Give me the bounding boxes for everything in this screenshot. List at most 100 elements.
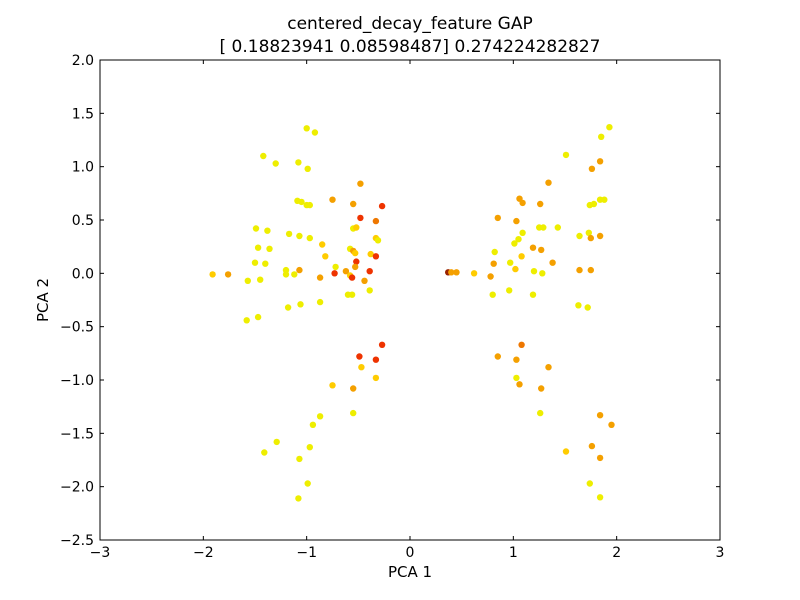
data-point [511, 240, 518, 247]
data-point [512, 265, 519, 273]
x-tick-label: 2 [612, 545, 621, 561]
y-tick-label: −1.5 [60, 426, 94, 442]
data-point [575, 302, 582, 309]
data-point [513, 374, 520, 382]
data-point [309, 421, 317, 428]
y-tick-label: −1.0 [60, 373, 94, 389]
data-point [487, 273, 494, 280]
x-axis-label: PCA 1 [388, 563, 432, 581]
data-point [588, 442, 596, 450]
x-tick-label: 3 [716, 545, 725, 561]
data-point [311, 129, 319, 136]
data-point [243, 317, 250, 324]
data-point [516, 381, 523, 388]
data-point [540, 224, 547, 231]
x-tick-label: −3 [90, 545, 111, 561]
data-point [254, 313, 262, 321]
data-point [366, 287, 373, 294]
data-point [209, 271, 216, 278]
data-point [453, 269, 460, 276]
data-point [586, 480, 593, 487]
data-point [537, 409, 544, 417]
data-point [576, 266, 583, 274]
data-point [352, 263, 359, 271]
data-point [316, 413, 324, 420]
data-point [585, 229, 592, 236]
data-point [367, 250, 374, 258]
data-point [538, 246, 545, 254]
data-point [224, 271, 232, 278]
data-point [606, 124, 613, 131]
data-point [260, 152, 267, 160]
data-point [601, 196, 608, 203]
data-point [576, 232, 583, 240]
data-point [596, 412, 604, 419]
data-point [588, 165, 596, 172]
x-tick-label: −1 [296, 545, 317, 561]
data-point [262, 260, 269, 267]
data-point [296, 266, 303, 274]
data-point [378, 202, 386, 210]
data-point [350, 200, 357, 208]
data-point [519, 199, 526, 207]
data-point [291, 271, 298, 278]
data-point [513, 356, 520, 363]
data-points [209, 124, 615, 502]
data-point [539, 270, 546, 277]
data-point [257, 276, 264, 283]
data-point [529, 291, 537, 298]
data-point [350, 409, 357, 417]
data-point [562, 151, 570, 159]
y-tick-label: −0.5 [60, 320, 94, 336]
data-point [272, 160, 279, 167]
data-point [529, 244, 537, 251]
data-point [491, 248, 498, 256]
data-point [304, 165, 311, 172]
y-tick-label: 1.5 [72, 106, 94, 122]
data-point [319, 241, 326, 248]
data-point [285, 230, 293, 238]
data-point [596, 494, 604, 501]
data-point [513, 217, 520, 225]
data-point [554, 224, 561, 231]
data-point [316, 298, 324, 306]
data-point [608, 421, 615, 428]
data-point [358, 364, 365, 371]
data-point [596, 454, 604, 462]
data-point [562, 448, 570, 455]
data-point [296, 232, 303, 240]
data-point [518, 253, 525, 260]
y-tick-label: 0.0 [72, 266, 94, 282]
data-point [596, 232, 604, 240]
data-point [545, 179, 552, 186]
data-point [251, 259, 259, 266]
data-point [261, 449, 268, 456]
data-point [348, 291, 356, 298]
data-point [296, 455, 303, 463]
data-point [244, 277, 251, 284]
data-point [519, 229, 526, 236]
data-point [506, 287, 513, 294]
data-point [306, 234, 313, 242]
data-point [587, 234, 594, 242]
data-point [598, 133, 605, 140]
data-point [372, 217, 380, 225]
data-point [538, 385, 545, 392]
data-point [378, 341, 386, 348]
data-point [530, 268, 538, 275]
data-point [357, 214, 364, 222]
data-point [361, 277, 368, 284]
data-point [470, 270, 478, 277]
data-point [331, 270, 338, 277]
data-point [518, 341, 525, 348]
data-point [590, 200, 598, 208]
data-point [306, 444, 313, 451]
data-point [303, 125, 310, 132]
data-point [350, 385, 357, 392]
data-point [494, 214, 501, 222]
data-point [252, 225, 260, 232]
chart-subtitle: [ 0.18823941 0.08598487] 0.274224282827 [220, 37, 601, 57]
data-point [273, 438, 280, 446]
